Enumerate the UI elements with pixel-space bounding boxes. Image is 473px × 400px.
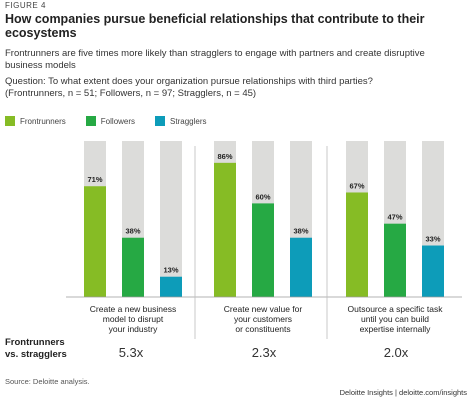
ratio-value-1: 5.3x	[118, 345, 144, 360]
bar-followers-g3	[384, 223, 406, 297]
bar-followers-g1	[122, 237, 144, 297]
legend-label-stragglers: Stragglers	[170, 116, 207, 126]
sample-sizes: (Frontrunners, n = 51; Followers, n = 97…	[5, 87, 257, 99]
bar-stragglers-g3	[422, 245, 444, 297]
credit-line: Deloitte Insights | deloitte.com/insight…	[339, 388, 467, 397]
bar-frontrunners-g3	[346, 192, 368, 297]
category-label-g2-line2: your customers	[234, 314, 292, 324]
category-label-g2-line1: Create new value for	[224, 304, 303, 314]
legend: Frontrunners Followers Stragglers	[5, 116, 207, 126]
chart-title: How companies pursue beneficial relation…	[5, 12, 425, 40]
legend-item-followers: Followers	[85, 116, 136, 126]
bar-value-label-g1-s2: 38%	[125, 227, 140, 236]
ratio-title: Frontrunners vs. stragglers	[5, 337, 67, 361]
legend-label-followers: Followers	[100, 116, 136, 126]
ratio-value-2: 2.3x	[251, 345, 277, 360]
bar-stragglers-g2	[290, 237, 312, 297]
bar-followers-g2	[252, 203, 274, 297]
ratio-value-3: 2.0x	[383, 345, 409, 360]
bar-value-label-g3-s1: 67%	[349, 181, 364, 190]
legend-item-frontrunners: Frontrunners	[5, 116, 66, 126]
legend-item-stragglers: Stragglers	[155, 116, 207, 126]
category-label-g1-line3: your industry	[109, 324, 158, 334]
bar-value-label-g2-s1: 86%	[217, 152, 232, 161]
question-text: Question: To what extent does your organ…	[5, 76, 373, 87]
ratio-title-line2: vs. stragglers	[5, 349, 67, 360]
bar-background-g1-s3	[160, 141, 182, 297]
figure-label: FIGURE 4	[5, 1, 46, 10]
category-label-g1-line1: Create a new business	[90, 304, 176, 314]
survey-question: Question: To what extent does your organ…	[5, 76, 465, 99]
legend-swatch-stragglers	[155, 116, 166, 126]
legend-swatch-frontrunners	[5, 116, 15, 126]
bar-value-label-g1-s1: 71%	[87, 175, 102, 184]
bar-value-label-g2-s3: 38%	[293, 227, 308, 236]
bar-value-label-g2-s2: 60%	[255, 192, 270, 201]
bar-value-label-g3-s2: 47%	[387, 213, 402, 222]
ratio-title-line1: Frontrunners	[5, 337, 65, 348]
bar-frontrunners-g2	[214, 162, 236, 297]
legend-label-frontrunners: Frontrunners	[20, 116, 66, 126]
bar-stragglers-g1	[160, 276, 182, 297]
category-label-g3-line2: until you can build	[361, 314, 429, 324]
legend-swatch-followers	[85, 116, 96, 126]
bar-frontrunners-g1	[84, 186, 106, 297]
category-label-g1-line2: model to disrupt	[103, 314, 164, 324]
category-label-g3-line1: Outsource a specific task	[348, 304, 444, 314]
category-label-g2-line3: or constituents	[235, 324, 290, 334]
bar-value-label-g1-s3: 13%	[163, 266, 178, 275]
chart-subtitle: Frontrunners are five times more likely …	[5, 48, 425, 71]
bar-value-label-g3-s3: 33%	[425, 235, 440, 244]
category-label-g3-line3: expertise internally	[360, 324, 432, 334]
source-note: Source: Deloitte analysis.	[5, 377, 90, 386]
